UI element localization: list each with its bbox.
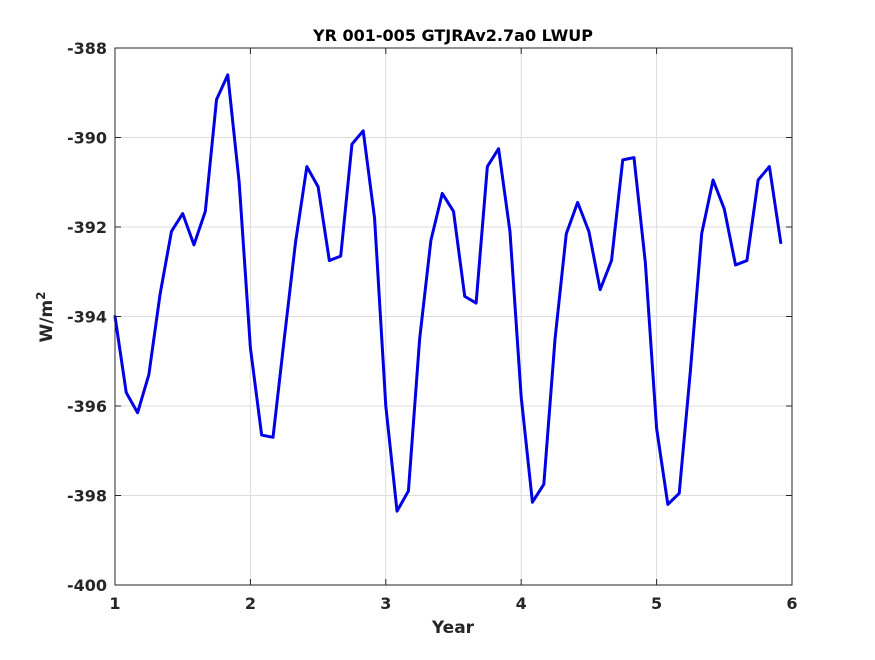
x-tick-label: 5 [651, 594, 662, 613]
x-tick-label: 2 [245, 594, 256, 613]
series-line [113, 73, 783, 513]
x-tick-label: 6 [786, 594, 797, 613]
y-tick-label: -394 [67, 308, 107, 327]
y-tick-labels: -400 -398 -396 -394 -392 -390 -388 [67, 39, 107, 595]
y-tick-label: -392 [67, 218, 107, 237]
y-tick-label: -390 [67, 129, 107, 148]
x-tick-labels: 1 2 3 4 5 6 [109, 594, 797, 613]
y-tick-label: -400 [67, 576, 107, 595]
x-tick-label: 3 [380, 594, 391, 613]
y-tick-label: -388 [67, 39, 107, 58]
y-axis-label: W/m2 [34, 291, 57, 342]
x-tick-label: 1 [109, 594, 120, 613]
chart-title: YR 001-005 GTJRAv2.7a0 LWUP [312, 26, 593, 45]
x-axis-label: Year [431, 618, 475, 638]
y-axis-label-text: W/m [37, 300, 57, 343]
y-axis-label-superscript: 2 [34, 291, 48, 299]
y-tick-label: -396 [67, 397, 107, 416]
y-tick-label: -398 [67, 487, 107, 506]
ticks [114, 47, 793, 586]
x-tick-label: 4 [516, 594, 527, 613]
